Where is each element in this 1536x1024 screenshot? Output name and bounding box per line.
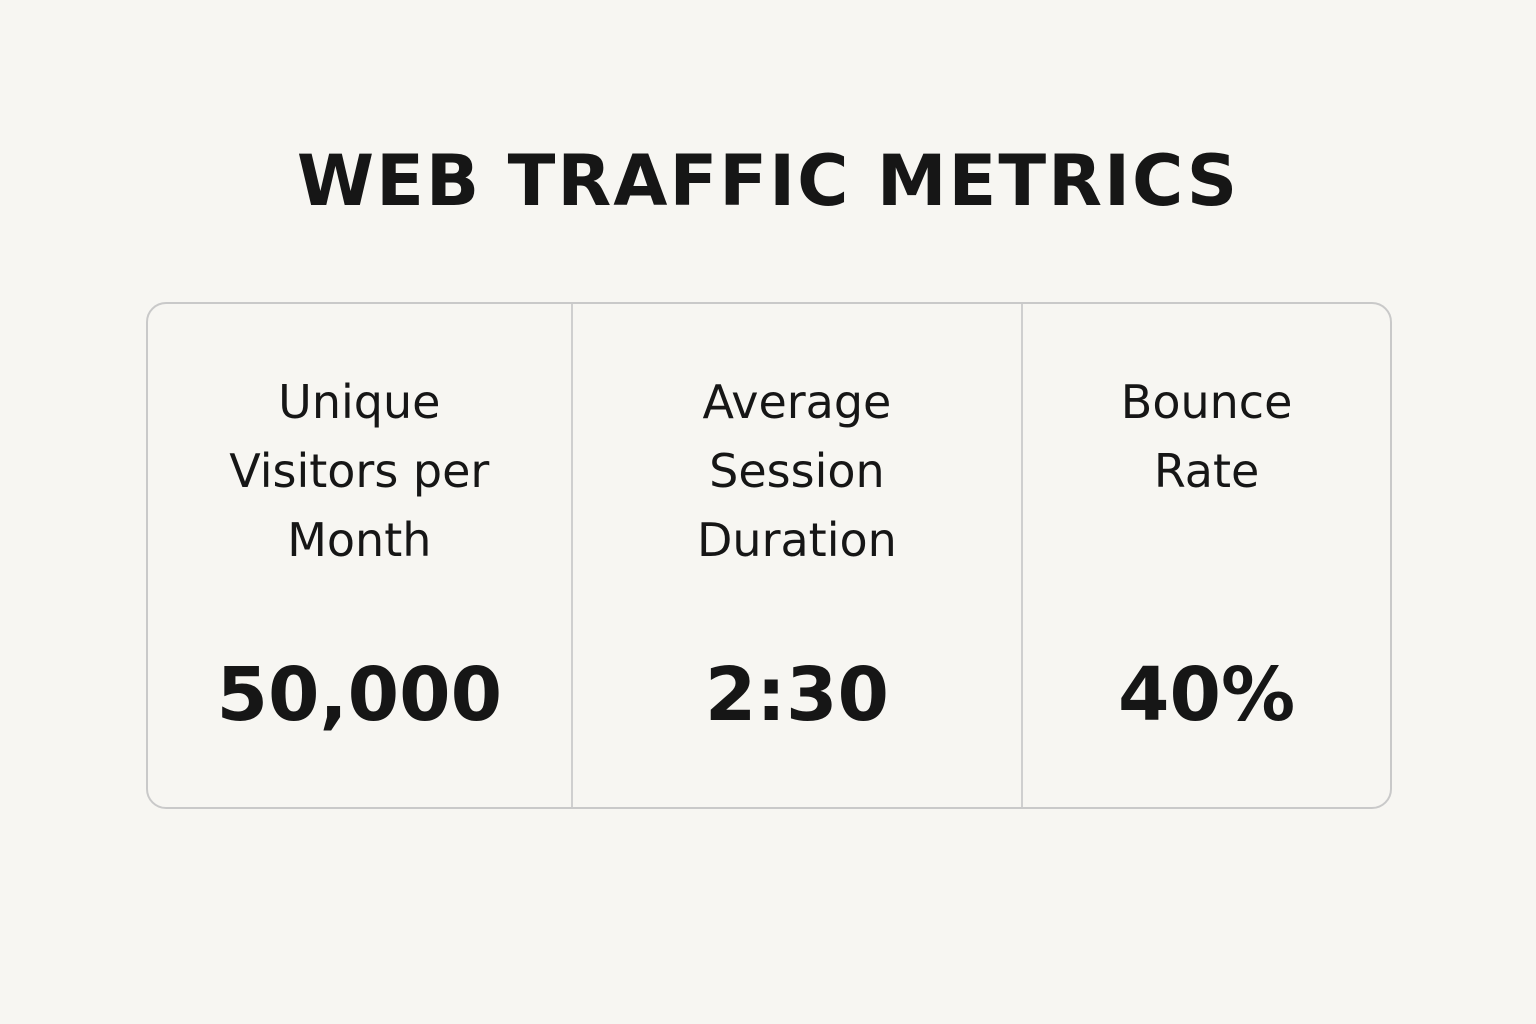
metric-column: Bounce Rate 40% [1021,304,1390,807]
metric-label: Unique Visitors per Month [229,375,490,567]
metrics-card: Unique Visitors per Month 50,000 Average S… [146,302,1392,809]
metric-value: 50,000 [216,652,503,738]
metric-column: Unique Visitors per Month 50,000 [148,304,571,807]
metric-value: 40% [1118,652,1296,738]
title: WEB TRAFFIC METRICS [296,140,1240,222]
metric-label: Bounce Rate [1120,375,1293,498]
metric-value: 2:30 [704,652,889,738]
metric-column: Average Session Duration 2:30 [570,304,1022,807]
metric-label: Average Session Duration [697,375,897,567]
